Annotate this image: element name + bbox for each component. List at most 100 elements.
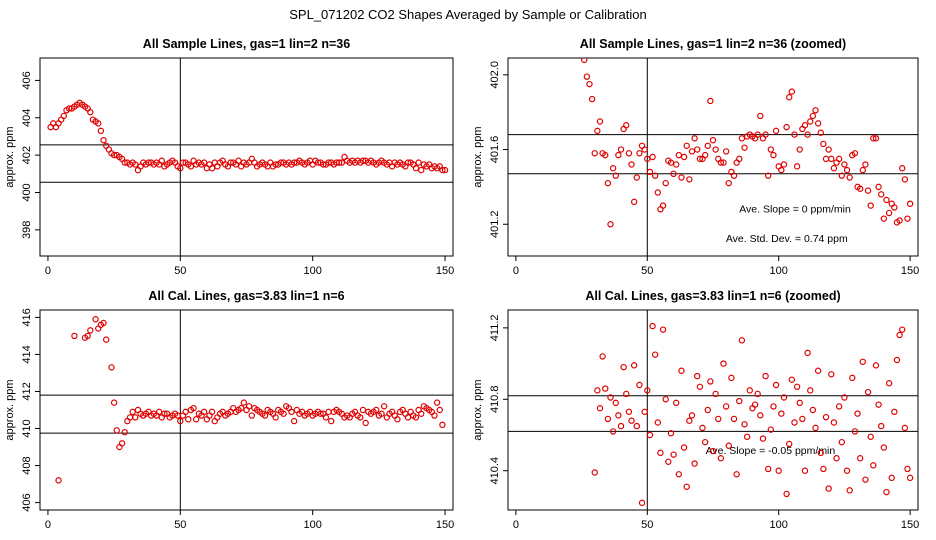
data-point	[899, 326, 906, 333]
data-point	[788, 376, 796, 383]
data-point	[846, 487, 853, 494]
data-point	[696, 155, 704, 163]
data-point	[680, 444, 688, 451]
data-point	[707, 378, 714, 385]
data-point	[888, 474, 895, 482]
data-points	[47, 99, 449, 174]
data-point	[670, 451, 677, 458]
data-point	[55, 477, 62, 484]
data-point	[187, 163, 195, 170]
data-point	[870, 135, 877, 142]
data-point	[670, 170, 677, 178]
chart-annotation: Ave. Slope = -0.05 ppm/min	[706, 445, 836, 457]
data-point	[725, 179, 732, 187]
data-point	[704, 142, 711, 149]
data-point	[783, 490, 790, 498]
data-points	[581, 58, 914, 228]
data-point	[772, 127, 780, 135]
data-point	[272, 414, 279, 421]
data-point	[717, 159, 725, 166]
data-point	[722, 403, 730, 410]
data-point	[838, 438, 845, 446]
data-point	[825, 146, 832, 153]
data-point	[100, 319, 107, 327]
data-point	[904, 465, 911, 473]
y-tick-label: 412	[21, 382, 33, 400]
data-point	[158, 157, 165, 164]
data-point	[620, 363, 627, 371]
plot-frame	[507, 57, 919, 257]
data-point	[155, 408, 163, 416]
data-point	[870, 462, 877, 469]
data-point	[817, 129, 824, 136]
data-point	[121, 159, 128, 166]
data-point	[594, 387, 601, 394]
data-point	[851, 150, 859, 157]
x-tick-label: 50	[641, 519, 653, 531]
data-point	[338, 159, 346, 166]
x-tick-label: 100	[770, 519, 788, 531]
y-axis-label: approx. ppm	[472, 126, 484, 187]
data-point	[113, 427, 120, 434]
data-point	[686, 176, 693, 183]
data-point	[733, 471, 740, 478]
data-point	[720, 159, 727, 166]
data-point	[357, 414, 364, 421]
data-point	[814, 367, 822, 374]
y-tick-label: 410.4	[489, 457, 501, 485]
data-point	[362, 419, 369, 427]
data-point	[633, 174, 640, 181]
data-point	[814, 120, 822, 127]
data-point	[793, 383, 801, 390]
data-point	[851, 428, 859, 435]
data-point	[641, 408, 648, 415]
data-point	[764, 465, 772, 473]
data-point	[641, 146, 648, 153]
data-point	[240, 399, 248, 406]
data-point	[759, 435, 767, 442]
data-point	[893, 356, 901, 364]
data-point	[799, 415, 806, 423]
data-point	[691, 135, 698, 142]
data-point	[838, 172, 845, 179]
data-point	[604, 415, 612, 423]
data-point	[418, 166, 425, 174]
data-point	[108, 364, 115, 371]
y-axis-label: approx. ppm	[4, 379, 16, 440]
data-point	[272, 161, 279, 168]
data-point	[730, 415, 738, 423]
data-point	[891, 408, 898, 415]
data-point	[864, 388, 872, 396]
data-point	[665, 458, 672, 465]
data-point	[694, 146, 701, 153]
data-point	[762, 131, 769, 138]
data-point	[200, 159, 208, 166]
x-tick-label: 50	[174, 519, 186, 531]
plot-frame	[39, 57, 454, 257]
data-point	[904, 215, 911, 222]
data-point	[833, 455, 840, 462]
data-point	[607, 221, 614, 228]
data-point	[741, 421, 748, 428]
data-point	[322, 414, 330, 421]
data-point	[404, 159, 412, 166]
data-point	[728, 374, 735, 382]
data-point	[764, 172, 772, 179]
data-point	[809, 406, 817, 414]
data-point	[688, 148, 696, 155]
data-point	[625, 408, 633, 415]
data-point	[97, 127, 105, 135]
data-point	[883, 196, 890, 204]
plot-frame	[507, 309, 919, 511]
data-points	[591, 322, 914, 507]
data-point	[854, 410, 861, 417]
data-point	[261, 412, 269, 419]
data-point	[801, 467, 809, 474]
data-point	[95, 120, 102, 127]
data-point	[885, 209, 893, 217]
data-point	[596, 118, 604, 125]
data-point	[772, 381, 780, 389]
data-point	[192, 416, 200, 423]
